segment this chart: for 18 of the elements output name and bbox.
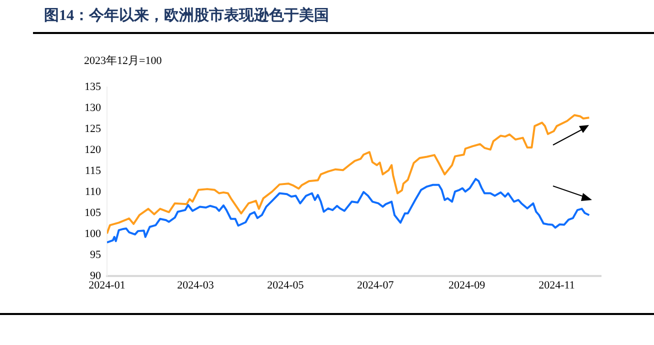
x-tick-label: 2024-05 [267,279,304,292]
y-tick-label: 130 [84,102,102,114]
y-tick-label: 90 [90,270,102,282]
y-tick-label: 100 [84,228,102,240]
x-tick-label: 2024-01 [88,279,126,292]
y-tick-label: 135 [84,80,102,93]
y-tick-label: 95 [90,248,102,261]
y-tick-label: 125 [84,122,102,135]
text: 2023年12月=100 [84,54,162,68]
y-tick-label: 105 [84,206,102,219]
x-tick-label: 2024-03 [177,279,214,292]
chart-title: 图14：今年以来，欧洲股市表现逊色于美国 [44,6,329,25]
y-tick-label: 120 [84,144,102,156]
y-tick-label: 110 [84,186,102,198]
x-tick-label: 2024-09 [448,279,486,292]
x-tick-label: 2024-07 [357,279,394,292]
x-tick-label: 2024-11 [538,279,575,292]
y-tick-label: 115 [84,164,102,177]
